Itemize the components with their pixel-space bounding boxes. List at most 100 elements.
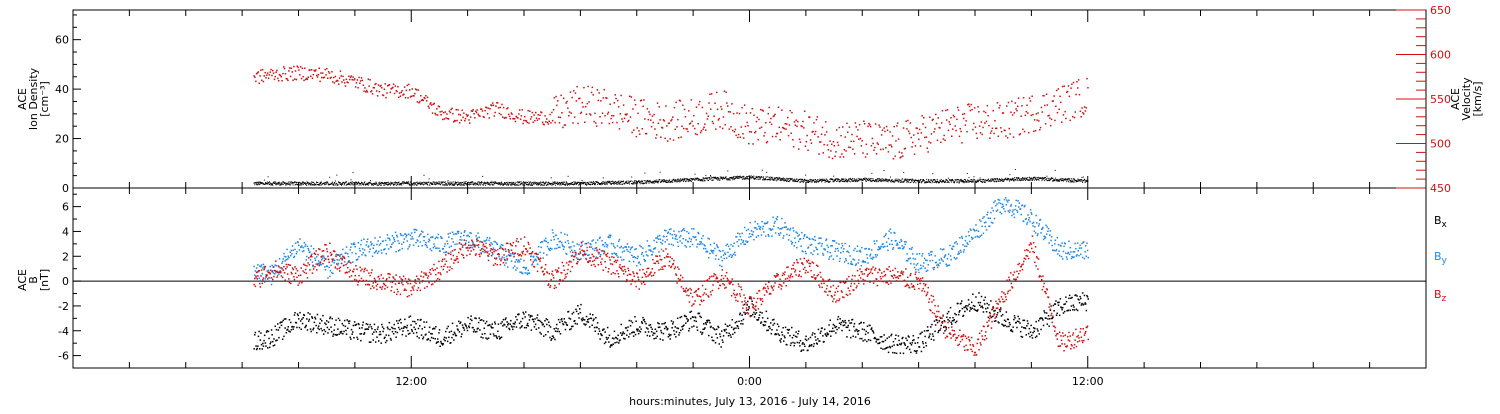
velocity-point xyxy=(637,127,639,129)
bx-point xyxy=(394,328,396,330)
velocity-point xyxy=(868,123,870,125)
density-point xyxy=(508,184,509,185)
bx-point xyxy=(911,342,913,344)
bx-point xyxy=(858,330,860,332)
density-point xyxy=(513,182,514,183)
density-point xyxy=(446,183,447,184)
density-point xyxy=(458,184,459,185)
density-point xyxy=(999,178,1000,179)
density-point xyxy=(1018,177,1019,178)
velocity-point xyxy=(1022,129,1024,131)
bx-point xyxy=(462,324,464,326)
bx-point xyxy=(720,346,722,348)
velocity-point xyxy=(860,138,862,140)
velocity-point xyxy=(893,158,895,160)
bx-point xyxy=(296,327,298,329)
bx-point xyxy=(598,333,600,335)
density-point xyxy=(390,182,391,183)
velocity-point xyxy=(472,109,474,111)
density-point xyxy=(1082,182,1083,183)
bx-point xyxy=(806,340,808,342)
bx-point xyxy=(897,345,899,347)
bx-point xyxy=(330,316,332,318)
density-point xyxy=(370,180,371,181)
velocity-point xyxy=(502,116,504,118)
velocity-point xyxy=(875,123,877,125)
bx-point xyxy=(509,329,511,331)
bx-point xyxy=(1013,319,1015,321)
velocity-point xyxy=(1004,130,1006,132)
bx-point xyxy=(968,299,970,301)
velocity-point xyxy=(861,140,863,142)
bx-point xyxy=(516,319,518,321)
bx-point xyxy=(1008,319,1010,321)
bx-point xyxy=(900,352,902,354)
bx-point xyxy=(413,327,415,329)
velocity-point xyxy=(658,123,660,125)
density-point xyxy=(871,173,872,174)
velocity-point xyxy=(850,141,852,143)
velocity-point xyxy=(789,124,791,126)
bx-point xyxy=(439,346,441,348)
bx-point xyxy=(507,324,509,326)
bx-point xyxy=(921,351,923,353)
density-point xyxy=(512,184,513,185)
velocity-point xyxy=(978,111,980,113)
density-point xyxy=(919,181,920,182)
bx-point xyxy=(803,349,805,351)
bx-point xyxy=(327,327,329,329)
bx-point xyxy=(377,328,379,330)
velocity-point xyxy=(861,145,863,147)
density-point xyxy=(1082,181,1083,182)
bx-point xyxy=(495,323,497,325)
bx-point xyxy=(387,327,389,329)
bx-point xyxy=(538,327,540,329)
bx-point xyxy=(541,333,543,335)
density-point xyxy=(531,183,532,184)
velocity-point xyxy=(521,115,523,117)
bx-point xyxy=(470,315,472,317)
bx-point xyxy=(395,331,397,333)
velocity-point xyxy=(823,144,825,146)
bx-point xyxy=(662,339,664,341)
density-point xyxy=(610,182,611,183)
bx-point xyxy=(729,325,731,327)
velocity-point xyxy=(886,126,888,128)
bx-point xyxy=(431,333,433,335)
density-point xyxy=(790,180,791,181)
density-point xyxy=(668,181,669,182)
velocity-point xyxy=(1030,100,1032,102)
density-point xyxy=(899,180,900,181)
velocity-point xyxy=(669,138,671,140)
bx-point xyxy=(996,316,998,318)
bx-point xyxy=(314,317,316,319)
velocity-point xyxy=(790,133,792,135)
bx-point xyxy=(627,330,629,332)
bx-point xyxy=(845,322,847,324)
bx-point xyxy=(608,341,610,343)
bx-point xyxy=(853,326,855,328)
bx-point xyxy=(448,337,450,339)
velocity-point xyxy=(713,116,715,118)
bx-point xyxy=(654,333,656,335)
bx-point xyxy=(375,341,377,343)
bx-point xyxy=(422,328,424,330)
by-point xyxy=(320,264,322,266)
density-point xyxy=(489,183,490,184)
density-point xyxy=(677,182,678,183)
velocity-point xyxy=(643,99,645,101)
bx-point xyxy=(466,327,468,329)
density-point xyxy=(690,180,691,181)
bx-point xyxy=(598,328,600,330)
velocity-point xyxy=(526,120,528,122)
bx-point xyxy=(908,336,910,338)
velocity-point xyxy=(1081,107,1083,109)
density-point xyxy=(770,177,771,178)
density-point xyxy=(980,177,981,178)
bx-point xyxy=(1044,312,1046,314)
bx-point xyxy=(359,327,361,329)
bx-point xyxy=(289,319,291,321)
bx-point xyxy=(966,308,968,310)
bx-point xyxy=(335,334,337,336)
density-point xyxy=(797,179,798,180)
